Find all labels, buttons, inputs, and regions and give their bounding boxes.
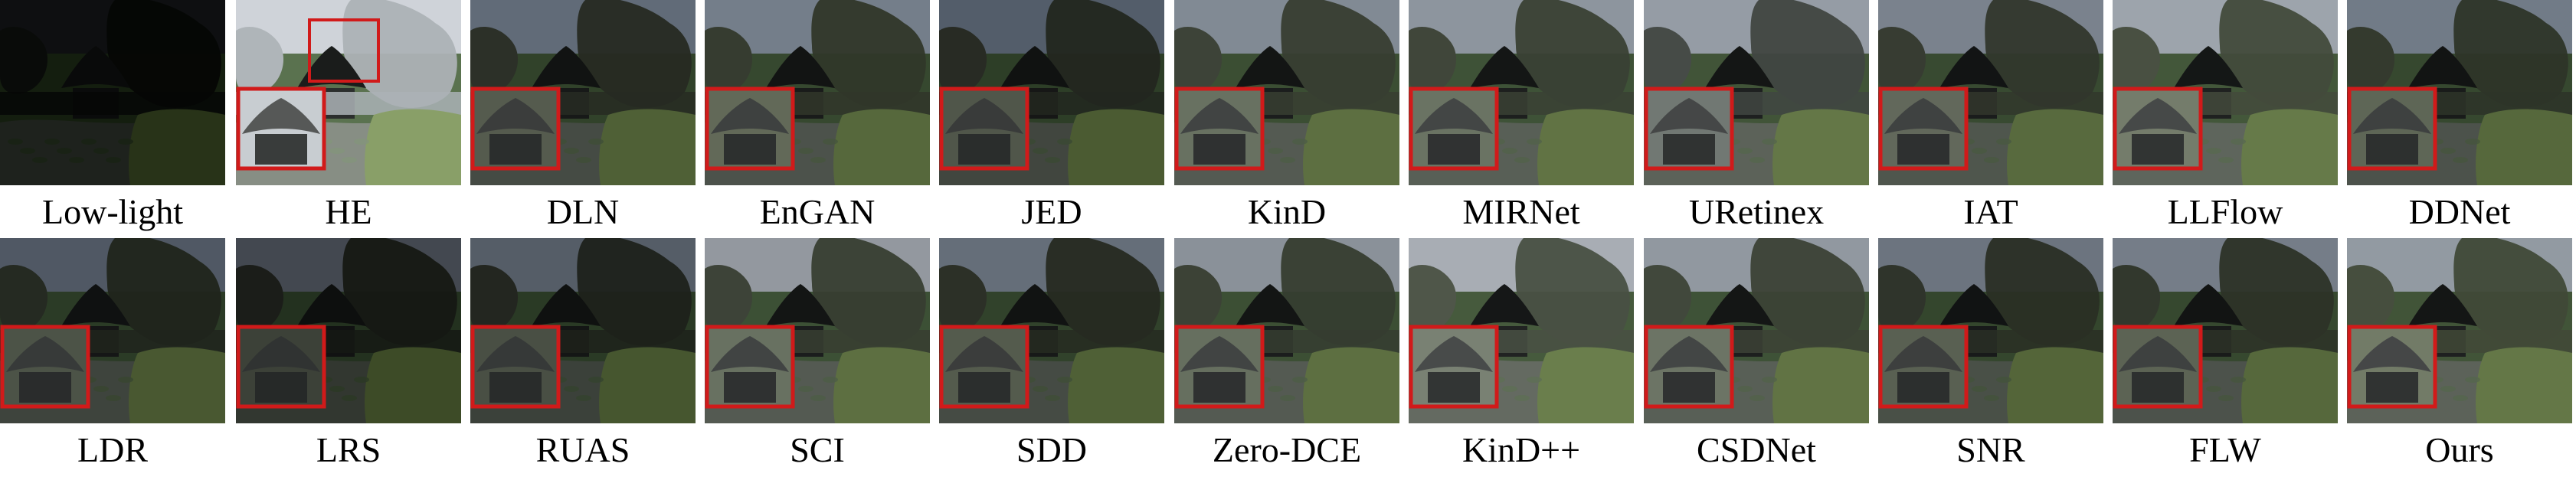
pavilion-roof: [1000, 284, 1069, 326]
zoom-inset: [236, 325, 326, 409]
pavilion-roof: [1939, 284, 2008, 326]
result-image: [470, 238, 696, 423]
result-image: [1174, 238, 1399, 423]
method-label: Zero-DCE: [1212, 430, 1362, 469]
result-image: [1644, 238, 1869, 423]
zoom-inset: [1174, 325, 1265, 409]
pavilion-roof: [1705, 284, 1774, 326]
zoom-inset: [1409, 325, 1499, 409]
method-label: EnGAN: [759, 192, 876, 231]
pavilion-roof: [1470, 284, 1539, 326]
method-label: IAT: [1963, 192, 2018, 231]
pavilion-roof: [1705, 46, 1774, 88]
method-label: SDD: [1016, 430, 1088, 469]
result-image: [705, 238, 930, 423]
result-image: [470, 0, 696, 185]
pavilion-roof: [1236, 284, 1304, 326]
zoom-inset: [236, 87, 326, 171]
method-label: Low-light: [42, 192, 183, 231]
pavilion-roof: [2408, 284, 2477, 326]
method-label: RUAS: [535, 430, 630, 469]
pavilion-roof: [2174, 46, 2243, 88]
zoom-inset: [705, 87, 795, 171]
method-label: SNR: [1956, 430, 2025, 469]
zoom-inset: [2347, 325, 2437, 409]
method-label: LRS: [316, 430, 381, 469]
zoom-inset: [1878, 325, 1969, 409]
zoom-inset: [0, 325, 90, 409]
result-image: [939, 238, 1164, 423]
zoom-inset: [1644, 87, 1734, 171]
result-image: [2113, 0, 2338, 185]
result-image: [1409, 0, 1634, 185]
method-label: DDNet: [2408, 192, 2511, 231]
zoom-inset: [470, 325, 561, 409]
pavilion-roof: [532, 46, 601, 88]
zoom-inset: [705, 325, 795, 409]
result-image: [1409, 238, 1634, 423]
zoom-region-marker: [308, 18, 380, 83]
result-image: [236, 238, 461, 423]
zoom-inset: [1644, 325, 1734, 409]
method-label: DLN: [546, 192, 620, 231]
method-label: MIRNet: [1462, 192, 1580, 231]
result-image: [1644, 0, 1869, 185]
pavilion-roof: [766, 46, 835, 88]
result-image: [0, 238, 225, 423]
result-image: [1878, 0, 2103, 185]
result-image: [705, 0, 930, 185]
result-image: [1174, 0, 1399, 185]
result-image: [1878, 238, 2103, 423]
result-image: [2113, 238, 2338, 423]
result-image: [2347, 238, 2572, 423]
method-label: Ours: [2425, 430, 2494, 469]
method-label: LLFlow: [2167, 192, 2283, 231]
zoom-inset: [1878, 87, 1969, 171]
method-label: CSDNet: [1697, 430, 1816, 469]
method-label: KinD++: [1461, 430, 1581, 469]
pavilion-roof: [1470, 46, 1539, 88]
pavilion-roof: [2174, 284, 2243, 326]
pavilion-roof: [1236, 46, 1304, 88]
method-label: SCI: [790, 430, 845, 469]
result-image: [939, 0, 1164, 185]
result-image: [0, 0, 225, 185]
pavilion-roof: [2408, 46, 2477, 88]
method-label: KinD: [1247, 192, 1327, 231]
pavilion-roof: [766, 284, 835, 326]
zoom-inset: [2113, 87, 2203, 171]
result-image: [2347, 0, 2572, 185]
zoom-inset: [2113, 325, 2203, 409]
method-label: FLW: [2189, 430, 2261, 469]
zoom-inset: [470, 87, 561, 171]
pavilion-roof: [1939, 46, 2008, 88]
method-label: URetinex: [1688, 192, 1825, 231]
result-image: [236, 0, 461, 185]
pavilion-roof: [1000, 46, 1069, 88]
method-label: LDR: [77, 430, 148, 469]
zoom-inset: [1409, 87, 1499, 171]
pavilion-roof: [297, 46, 366, 88]
zoom-inset: [939, 325, 1029, 409]
pavilion-roof: [532, 284, 601, 326]
zoom-inset: [1174, 87, 1265, 171]
method-label: HE: [325, 192, 372, 231]
pavilion-roof: [61, 284, 130, 326]
zoom-inset: [2347, 87, 2437, 171]
zoom-inset: [939, 87, 1029, 171]
method-label: JED: [1021, 192, 1082, 231]
